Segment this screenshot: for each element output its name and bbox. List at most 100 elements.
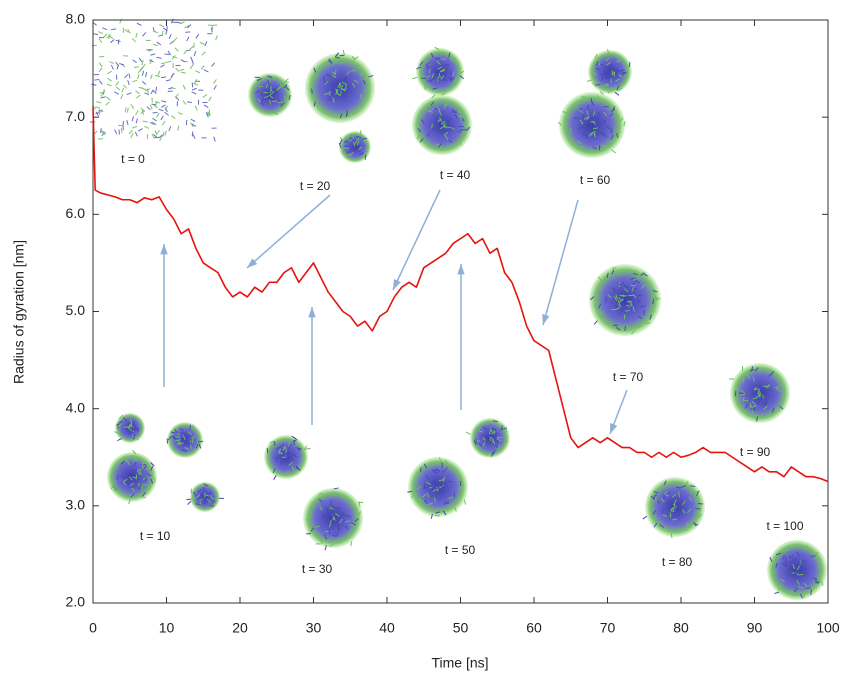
snapshot-molecule xyxy=(310,527,315,532)
snapshot-molecule xyxy=(616,59,622,63)
snapshot-molecule xyxy=(418,500,424,502)
arrow-head xyxy=(247,258,258,268)
snapshot-molecule xyxy=(335,52,339,57)
snapshot-molecule xyxy=(152,89,157,94)
snapshot-molecule xyxy=(164,53,170,56)
snapshot-molecule xyxy=(128,73,131,79)
snapshot-molecule xyxy=(446,128,452,131)
snapshot-molecule xyxy=(606,61,611,66)
snapshot-molecule xyxy=(581,114,585,120)
snapshot-molecule xyxy=(781,561,787,565)
snapshot-molecule xyxy=(619,294,625,297)
y-tick-label: 8.0 xyxy=(66,11,86,27)
snapshot-molecule xyxy=(618,282,624,286)
snapshot-molecule xyxy=(606,67,610,73)
snapshot-molecule xyxy=(752,409,755,416)
snapshot-molecule xyxy=(655,498,660,504)
snapshot-molecule xyxy=(669,512,672,518)
snapshot-molecule xyxy=(428,68,431,74)
snapshot-molecule xyxy=(611,269,615,275)
snapshot-molecule xyxy=(752,376,755,382)
snapshot-molecule xyxy=(788,555,794,559)
snapshot-molecule xyxy=(693,521,697,527)
snapshot-molecule xyxy=(353,56,359,60)
snapshot-molecule xyxy=(191,91,197,95)
snapshot-molecule xyxy=(426,481,431,486)
snapshot-molecule xyxy=(319,539,323,545)
snapshot-molecule xyxy=(151,133,155,139)
snapshot-molecule xyxy=(594,117,600,120)
snapshot-molecule xyxy=(681,485,687,488)
snapshot-molecule xyxy=(425,62,431,66)
snapshot-molecule xyxy=(438,110,442,116)
snapshot-molecule xyxy=(742,396,745,402)
snapshot-molecule xyxy=(598,149,604,152)
snapshot-molecule xyxy=(311,88,313,94)
snapshot-molecule xyxy=(136,22,142,26)
snapshot-molecule xyxy=(156,41,162,46)
snapshot-molecule xyxy=(601,75,604,81)
snapshot-molecule xyxy=(362,79,366,85)
snapshot-molecule xyxy=(757,388,760,394)
snapshot-molecule xyxy=(168,126,172,132)
snapshot-molecule xyxy=(609,68,613,74)
snapshot-molecule xyxy=(202,94,208,98)
snapshot-molecule xyxy=(632,273,639,276)
snapshot-molecule xyxy=(448,52,451,58)
snapshot-molecule xyxy=(607,294,612,299)
snapshot-molecule xyxy=(775,562,778,568)
snapshot-molecule xyxy=(441,92,447,96)
snapshot-molecule xyxy=(130,493,135,498)
snapshot-molecule xyxy=(428,100,434,105)
snapshot-molecule xyxy=(335,92,341,97)
snapshot-molecule xyxy=(160,76,167,79)
snapshot-molecule xyxy=(150,89,154,95)
snapshot-molecule xyxy=(443,131,449,136)
snapshot-molecule xyxy=(579,145,585,148)
snapshot-molecule xyxy=(170,115,176,120)
snapshot-molecule xyxy=(177,112,183,115)
snapshot-molecule xyxy=(638,323,643,328)
snapshot-molecule xyxy=(432,469,438,472)
snapshot-molecule xyxy=(185,433,188,439)
snapshot-molecule xyxy=(121,87,125,93)
snapshot-molecule xyxy=(199,41,205,45)
snapshot-molecule xyxy=(324,515,330,518)
snapshot-molecule xyxy=(653,490,659,494)
snapshot-molecule xyxy=(329,499,333,505)
snapshot-molecule xyxy=(168,87,174,90)
snapshot-molecule xyxy=(173,37,178,42)
snapshot-molecule xyxy=(333,61,339,64)
snapshot-molecule xyxy=(165,79,171,82)
snapshot-molecule xyxy=(164,130,167,136)
snapshot-molecule xyxy=(802,566,807,571)
snapshot-molecule xyxy=(792,564,796,570)
snapshot-molecule xyxy=(490,427,496,431)
snapshot-molecule xyxy=(416,134,420,140)
snapshot-molecule xyxy=(101,130,106,134)
snapshot-molecule xyxy=(277,451,283,455)
snapshot-molecule xyxy=(331,71,337,76)
snapshot-molecule xyxy=(602,71,607,76)
snapshot-molecule xyxy=(111,28,117,31)
snapshot-molecule xyxy=(114,431,119,435)
snapshot-molecule xyxy=(131,420,136,426)
snapshot-molecule xyxy=(439,117,443,123)
annotation: t = 80 xyxy=(662,555,693,569)
snapshot-molecule xyxy=(187,24,192,29)
snapshot-molecule xyxy=(318,492,323,496)
snapshot-molecule xyxy=(350,147,356,149)
snapshot-molecule xyxy=(447,118,452,123)
snapshot-molecule xyxy=(621,295,628,297)
snapshot-molecule xyxy=(588,132,594,137)
snapshot-molecule xyxy=(98,80,103,85)
snapshot-molecule xyxy=(269,91,275,96)
snapshot-molecule xyxy=(677,491,681,497)
snapshot-molecule xyxy=(681,509,686,514)
snapshot-molecule xyxy=(119,63,125,66)
snapshot-molecule xyxy=(148,49,154,52)
snapshot-molecule xyxy=(434,46,440,50)
snapshot-molecule xyxy=(284,78,289,83)
snapshot-molecule xyxy=(751,366,754,372)
snapshot-molecule xyxy=(176,443,182,445)
